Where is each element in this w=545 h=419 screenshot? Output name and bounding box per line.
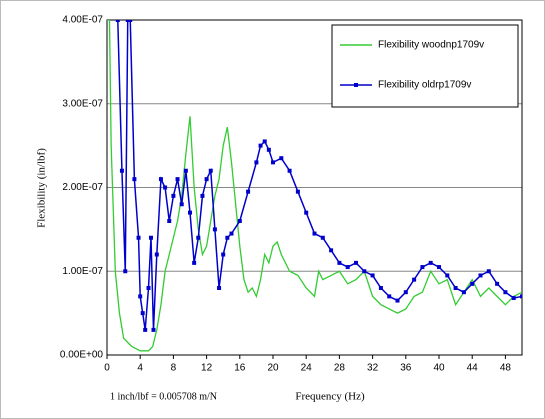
marker [208,168,213,173]
marker [140,311,145,316]
legend-label: Flexibility woodnp1709v [378,40,484,51]
marker [271,160,275,165]
marker [128,20,133,22]
marker [520,294,522,299]
marker [403,290,408,295]
legend-box [331,24,519,108]
marker [437,265,441,270]
marker [495,281,500,286]
marker [123,269,128,274]
marker [511,296,516,301]
x-tick-label: 16 [234,363,246,374]
marker [354,260,358,265]
marker [188,210,192,215]
marker [312,231,317,236]
marker [196,235,201,240]
marker [362,269,367,274]
marker [304,210,309,215]
marker [143,327,148,332]
marker [445,273,450,278]
marker [225,235,230,240]
x-tick-label: 20 [267,363,279,374]
marker [320,235,325,240]
marker [461,290,466,295]
marker [212,227,217,232]
x-tick-label: 44 [467,363,479,374]
marker [217,286,222,290]
legend-label: Flexibility oldrp1709v [378,80,471,91]
y-tick-label: 3.00E-07 [62,98,103,109]
marker [478,273,483,278]
marker [115,20,120,22]
series-line [107,20,522,352]
marker [503,290,508,295]
marker [420,265,425,270]
unit-note: 1 inch/lbf = 0.005708 m/N [110,391,217,402]
x-tick-label: 8 [171,363,177,374]
marker [192,260,197,265]
marker [138,294,143,299]
marker [262,139,267,144]
marker [229,231,234,236]
marker [279,156,284,161]
marker [378,286,383,290]
marker [148,235,153,240]
marker [258,143,263,148]
marker [146,286,151,290]
legend-marker [354,83,358,87]
marker [125,20,130,22]
x-tick-label: 4 [137,363,143,374]
y-axis-title: Flexibility (in/lbf) [36,148,48,228]
x-tick-label: 24 [301,363,313,374]
series-group [107,20,522,352]
marker [119,168,124,173]
marker [395,298,400,303]
marker [266,147,271,152]
marker [387,294,392,299]
y-tick-label: 2.00E-07 [62,182,103,193]
marker [428,260,433,265]
marker [453,286,458,290]
marker [151,327,156,332]
marker [183,168,188,173]
plot-border [106,19,523,356]
marker [412,277,417,282]
y-tick-label: 0.00E+00 [60,350,104,361]
marker [221,252,226,257]
marker [329,248,334,253]
marker [295,189,300,194]
marker [175,177,180,182]
x-tick-label: 48 [500,363,512,374]
x-tick-label: 32 [367,363,379,374]
x-tick-label: 40 [433,363,445,374]
marker [132,177,137,182]
marker [287,168,292,173]
marker [345,265,350,270]
marker [246,189,251,194]
x-tick-label: 36 [400,363,412,374]
marker [163,185,168,190]
marker [158,177,163,182]
y-tick-label: 1.00E-07 [62,266,103,277]
marker [200,193,205,198]
marker [486,269,491,274]
marker [470,281,475,286]
marker [254,160,259,165]
marker [337,260,342,265]
marker [204,177,209,182]
marker [179,202,184,207]
marker [370,273,375,278]
marker [154,252,159,257]
marker [167,219,172,223]
y-tick-label: 4.00E-07 [62,15,103,26]
x-axis-title: Frequency (Hz) [295,391,365,403]
marker [237,219,242,223]
x-tick-label: 12 [201,363,213,374]
x-tick-label: 0 [104,363,110,374]
marker [136,235,141,240]
x-tick-label: 28 [334,363,346,374]
marker [171,193,176,198]
